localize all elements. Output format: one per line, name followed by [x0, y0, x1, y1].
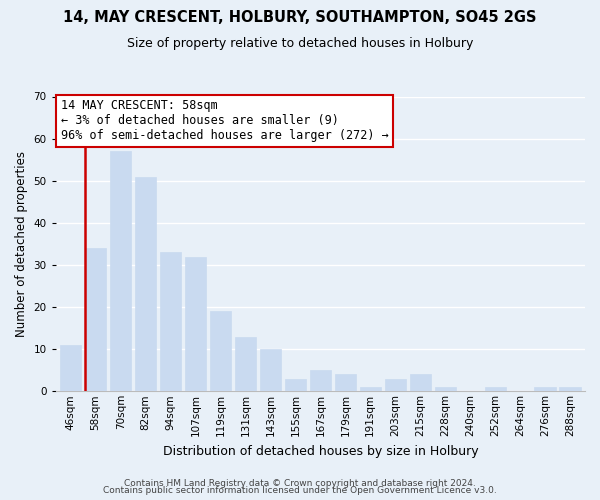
- Bar: [210, 312, 231, 392]
- Bar: [310, 370, 331, 392]
- Text: 14 MAY CRESCENT: 58sqm
← 3% of detached houses are smaller (9)
96% of semi-detac: 14 MAY CRESCENT: 58sqm ← 3% of detached …: [61, 100, 389, 142]
- Bar: [185, 256, 206, 392]
- Bar: [335, 374, 356, 392]
- Bar: [135, 176, 156, 392]
- Bar: [410, 374, 431, 392]
- Y-axis label: Number of detached properties: Number of detached properties: [15, 151, 28, 337]
- Bar: [110, 151, 131, 392]
- Bar: [235, 336, 256, 392]
- Bar: [559, 387, 581, 392]
- Text: 14, MAY CRESCENT, HOLBURY, SOUTHAMPTON, SO45 2GS: 14, MAY CRESCENT, HOLBURY, SOUTHAMPTON, …: [63, 10, 537, 25]
- Bar: [85, 248, 106, 392]
- Bar: [160, 252, 181, 392]
- Bar: [485, 387, 506, 392]
- Bar: [260, 349, 281, 392]
- Bar: [359, 387, 381, 392]
- Text: Contains public sector information licensed under the Open Government Licence v3: Contains public sector information licen…: [103, 486, 497, 495]
- Text: Contains HM Land Registry data © Crown copyright and database right 2024.: Contains HM Land Registry data © Crown c…: [124, 478, 476, 488]
- Bar: [535, 387, 556, 392]
- X-axis label: Distribution of detached houses by size in Holbury: Distribution of detached houses by size …: [163, 444, 478, 458]
- Bar: [60, 345, 81, 392]
- Bar: [285, 378, 306, 392]
- Bar: [385, 378, 406, 392]
- Bar: [434, 387, 456, 392]
- Text: Size of property relative to detached houses in Holbury: Size of property relative to detached ho…: [127, 38, 473, 51]
